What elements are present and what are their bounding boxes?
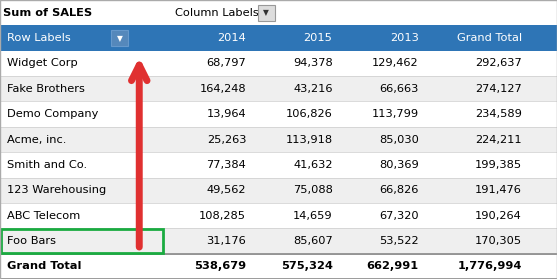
Text: 31,176: 31,176 — [207, 236, 246, 246]
Text: 75,088: 75,088 — [292, 185, 333, 195]
Text: 25,263: 25,263 — [207, 134, 246, 145]
Text: 123 Warehousing: 123 Warehousing — [7, 185, 106, 195]
Text: Grand Total: Grand Total — [7, 261, 81, 271]
Text: Fake Brothers: Fake Brothers — [7, 84, 85, 94]
Text: ▼: ▼ — [117, 34, 123, 43]
Text: 66,663: 66,663 — [379, 84, 419, 94]
Bar — [0, 76, 557, 102]
Bar — [0, 51, 557, 76]
Text: Sum of SALES: Sum of SALES — [3, 8, 92, 18]
Text: 234,589: 234,589 — [475, 109, 522, 119]
Bar — [0, 127, 557, 152]
Text: 66,826: 66,826 — [379, 185, 419, 195]
Bar — [0, 177, 557, 203]
Text: Grand Total: Grand Total — [457, 33, 522, 43]
Text: 2014: 2014 — [217, 33, 246, 43]
Text: 164,248: 164,248 — [199, 84, 246, 94]
Text: 85,030: 85,030 — [379, 134, 419, 145]
Text: Acme, inc.: Acme, inc. — [7, 134, 66, 145]
Text: ABC Telecom: ABC Telecom — [7, 211, 80, 221]
Text: Widget Corp: Widget Corp — [7, 58, 77, 68]
Text: 662,991: 662,991 — [367, 261, 419, 271]
Text: 170,305: 170,305 — [475, 236, 522, 246]
Text: 14,659: 14,659 — [293, 211, 333, 221]
Text: 41,632: 41,632 — [293, 160, 333, 170]
Text: 108,285: 108,285 — [199, 211, 246, 221]
Text: Demo Company: Demo Company — [7, 109, 98, 119]
Bar — [0, 203, 557, 228]
Text: 1,776,994: 1,776,994 — [457, 261, 522, 271]
Text: 274,127: 274,127 — [475, 84, 522, 94]
Text: Smith and Co.: Smith and Co. — [7, 160, 87, 170]
Text: ▼: ▼ — [263, 8, 269, 17]
Text: 77,384: 77,384 — [207, 160, 246, 170]
Text: 191,476: 191,476 — [475, 185, 522, 195]
Text: Row Labels: Row Labels — [7, 33, 70, 43]
Bar — [111, 30, 128, 46]
Bar — [0, 25, 557, 51]
Text: 199,385: 199,385 — [475, 160, 522, 170]
Text: Foo Bars: Foo Bars — [7, 236, 56, 246]
Text: 94,378: 94,378 — [293, 58, 333, 68]
Text: 129,462: 129,462 — [372, 58, 419, 68]
Text: 106,826: 106,826 — [286, 109, 333, 119]
Text: 80,369: 80,369 — [379, 160, 419, 170]
Text: 13,964: 13,964 — [207, 109, 246, 119]
Text: Column Labels: Column Labels — [175, 8, 259, 18]
Text: 53,522: 53,522 — [379, 236, 419, 246]
Bar — [0, 228, 557, 254]
Text: 113,799: 113,799 — [372, 109, 419, 119]
Text: 2015: 2015 — [304, 33, 333, 43]
Bar — [1, 229, 163, 253]
Text: 85,607: 85,607 — [293, 236, 333, 246]
Text: 2013: 2013 — [390, 33, 419, 43]
Text: 292,637: 292,637 — [475, 58, 522, 68]
Text: 68,797: 68,797 — [207, 58, 246, 68]
Bar — [0, 102, 557, 127]
Text: 67,320: 67,320 — [379, 211, 419, 221]
Text: 49,562: 49,562 — [207, 185, 246, 195]
Text: 575,324: 575,324 — [281, 261, 333, 271]
Text: 113,918: 113,918 — [285, 134, 333, 145]
Text: 190,264: 190,264 — [475, 211, 522, 221]
Text: 43,216: 43,216 — [293, 84, 333, 94]
Bar — [0, 152, 557, 177]
Text: 538,679: 538,679 — [194, 261, 246, 271]
Text: 224,211: 224,211 — [475, 134, 522, 145]
Bar — [258, 5, 275, 21]
